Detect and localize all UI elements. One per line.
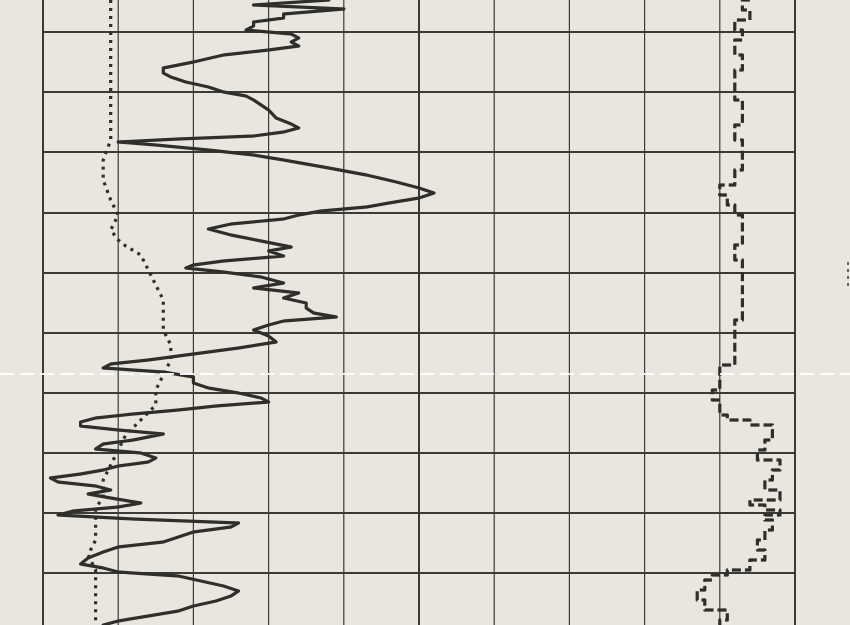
scan-artifacts — [0, 262, 850, 375]
log-trace-solid — [48, 0, 436, 625]
log-trace-dashed-step — [695, 0, 782, 625]
log-traces — [48, 0, 782, 625]
log-trace-dotted — [86, 0, 173, 625]
grid — [42, 0, 796, 625]
